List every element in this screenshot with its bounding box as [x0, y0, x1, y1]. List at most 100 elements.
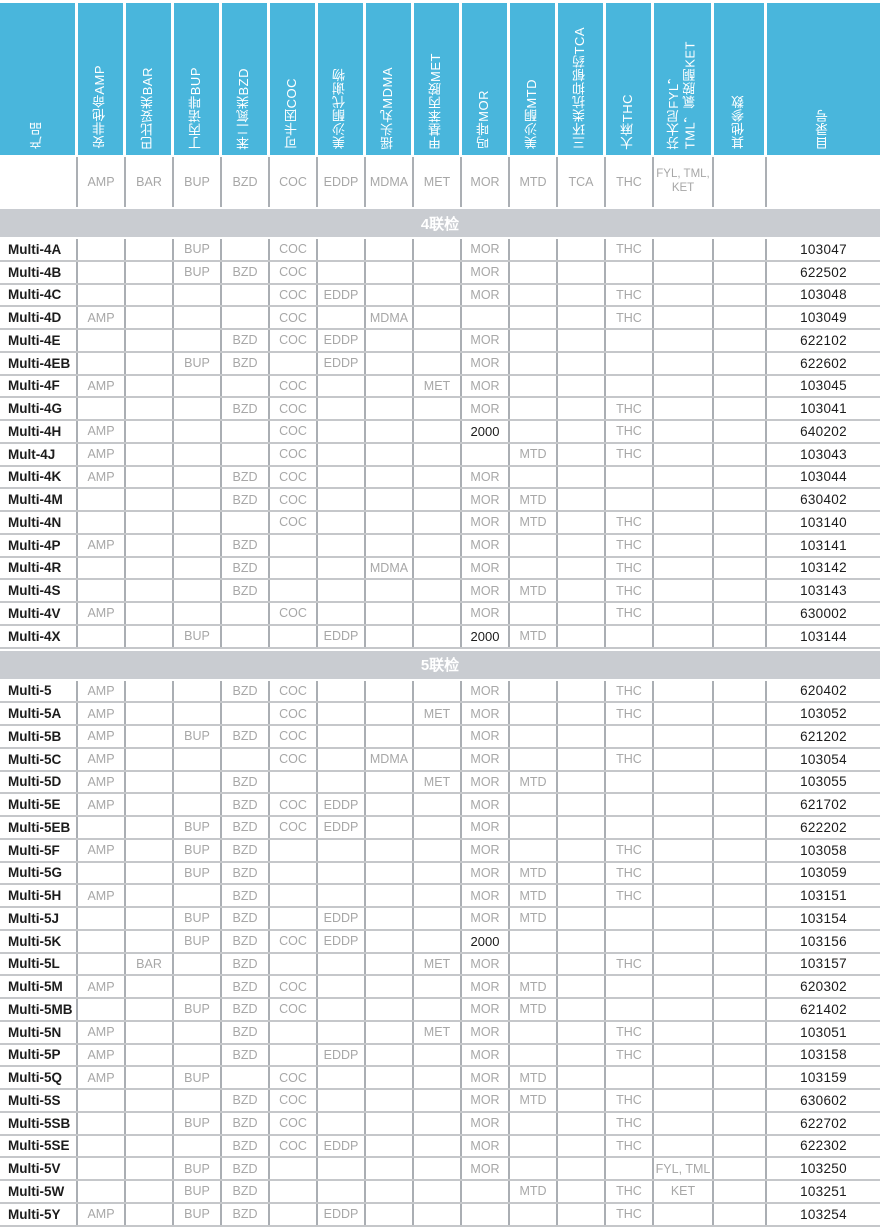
analyte-cell-mor: MOR: [462, 726, 510, 747]
column-header-label: 巴比妥类BAR: [140, 66, 156, 149]
analyte-cell-fyl: [654, 284, 714, 306]
analyte-cell-bar: [126, 625, 174, 647]
column-header-label: 目录号: [815, 108, 831, 150]
code-cell-bar: BAR: [126, 157, 174, 207]
analyte-cell-met: [414, 817, 462, 838]
code-cell-cat: [767, 157, 880, 207]
code-cell-coc: COC: [270, 157, 318, 207]
analyte-cell-coc: COC: [270, 398, 318, 419]
analyte-cell-eddp: EDDP: [318, 330, 366, 351]
analyte-cell-other: [714, 534, 767, 556]
analyte-cell-met: [414, 1135, 462, 1157]
analyte-cell-bzd: [222, 307, 270, 328]
analyte-cell-bup: [174, 1044, 222, 1066]
table-row: Multi-4N COC MOR MTD THC 103140: [0, 512, 880, 535]
analyte-cell-mor: MOR: [462, 999, 510, 1020]
analyte-cell-other: [714, 398, 767, 419]
analyte-cell-tca: [558, 443, 606, 465]
product-name: Multi-5F: [0, 839, 78, 861]
analyte-cell-tca: [558, 603, 606, 624]
analyte-cell-tca: [558, 862, 606, 884]
analyte-cell-met: MET: [414, 703, 462, 724]
catalog-number: 103158: [800, 1047, 847, 1063]
analyte-cell-tca: [558, 1067, 606, 1088]
analyte-cell-mdma: [366, 999, 414, 1020]
column-header-mdma: 摇头丸MDMA: [366, 3, 414, 155]
analyte-cell-mor: MOR: [462, 466, 510, 488]
analyte-cell-coc: [270, 1181, 318, 1202]
analyte-cell-bzd: BZD: [222, 330, 270, 351]
analyte-cell-eddp: [318, 839, 366, 861]
analyte-cell-bar: [126, 839, 174, 861]
catalog-number: 621202: [800, 728, 847, 744]
table-row: Multi-4H AMP COC 2000 THC 640202: [0, 421, 880, 444]
analyte-cell-mor: MOR: [462, 534, 510, 556]
analyte-cell-other: [714, 1021, 767, 1043]
analyte-cell-mor: MOR: [462, 748, 510, 770]
analyte-cell-bar: [126, 398, 174, 419]
analyte-cell-coc: COC: [270, 603, 318, 624]
analyte-cell-mdma: [366, 466, 414, 488]
analyte-cell-bzd: BZD: [222, 862, 270, 884]
catalog-number: 103047: [800, 241, 847, 257]
analyte-cell-tca: [558, 307, 606, 328]
table-row: Multi-5 AMP BZD COC MOR THC 620402: [0, 680, 880, 704]
table-row: Multi-5D AMP BZD MET MOR MTD 103055: [0, 771, 880, 795]
analyte-cell-bzd: BZD: [222, 261, 270, 283]
analyte-cell-bar: [126, 443, 174, 465]
analyte-cell-amp: [78, 1135, 126, 1157]
catalog-number: 103049: [800, 310, 847, 326]
analyte-cell-bup: [174, 466, 222, 488]
catalog-number: 630002: [800, 605, 847, 621]
analyte-cell-bar: [126, 703, 174, 724]
analyte-cell-bar: [126, 1021, 174, 1043]
analyte-cell-bar: [126, 580, 174, 601]
column-header-label: 摇头丸MDMA: [380, 66, 396, 149]
product-name: Multi-5B: [0, 726, 78, 747]
column-header-bup: 丁丙诺啡BUP: [174, 3, 222, 155]
analyte-cell-mdma: [366, 862, 414, 884]
analyte-cell-bup: [174, 885, 222, 906]
product-name: Multi-5Q: [0, 1067, 78, 1088]
analyte-cell-mdma: [366, 284, 414, 306]
analyte-cell-amp: AMP: [78, 1203, 126, 1225]
analyte-cell-bup: [174, 794, 222, 815]
analyte-cell-mtd: MTD: [510, 908, 558, 929]
analyte-cell-met: [414, 1090, 462, 1111]
analyte-cell-coc: [270, 953, 318, 975]
analyte-cell-mdma: [366, 930, 414, 952]
analyte-cell-fyl: [654, 557, 714, 579]
analyte-cell-bup: [174, 284, 222, 306]
table-row: Multi-5N AMP BZD MET MOR THC 103051: [0, 1021, 880, 1045]
analyte-cell-met: [414, 307, 462, 328]
table-row: Multi-4S BZD MOR MTD THC 103143: [0, 580, 880, 603]
analyte-cell-bup: [174, 421, 222, 442]
analyte-cell-mor: MOR: [462, 1044, 510, 1066]
analyte-cell-thc: [606, 625, 654, 647]
analyte-cell-eddp: EDDP: [318, 1135, 366, 1157]
analyte-cell-bup: BUP: [174, 726, 222, 747]
analyte-cell-bup: [174, 489, 222, 510]
analyte-cell-other: [714, 261, 767, 283]
code-cell-met: MET: [414, 157, 462, 207]
column-header-amp: 安非他命AMP: [78, 3, 126, 155]
analyte-cell-coc: [270, 557, 318, 579]
table-row: Multi-5V BUP BZD MOR FYL, TML 103250: [0, 1158, 880, 1181]
analyte-cell-fyl: [654, 703, 714, 724]
analyte-cell-tca: [558, 726, 606, 747]
analyte-cell-bar: [126, 1135, 174, 1157]
analyte-cell-mdma: [366, 443, 414, 465]
analyte-cell-mdma: [366, 1021, 414, 1043]
analyte-cell-bup: BUP: [174, 1112, 222, 1134]
analyte-cell-eddp: [318, 771, 366, 793]
analyte-cell-thc: THC: [606, 1112, 654, 1134]
analyte-cell-eddp: [318, 1090, 366, 1111]
analyte-cell-eddp: [318, 557, 366, 579]
analyte-cell-mtd: [510, 839, 558, 861]
analyte-cell-mtd: MTD: [510, 512, 558, 533]
analyte-cell-mtd: MTD: [510, 862, 558, 884]
column-header-thc: 大麻THC: [606, 3, 654, 155]
catalog-number: 103054: [800, 751, 847, 767]
analyte-cell-thc: [606, 930, 654, 952]
code-cell-other: [714, 157, 767, 207]
